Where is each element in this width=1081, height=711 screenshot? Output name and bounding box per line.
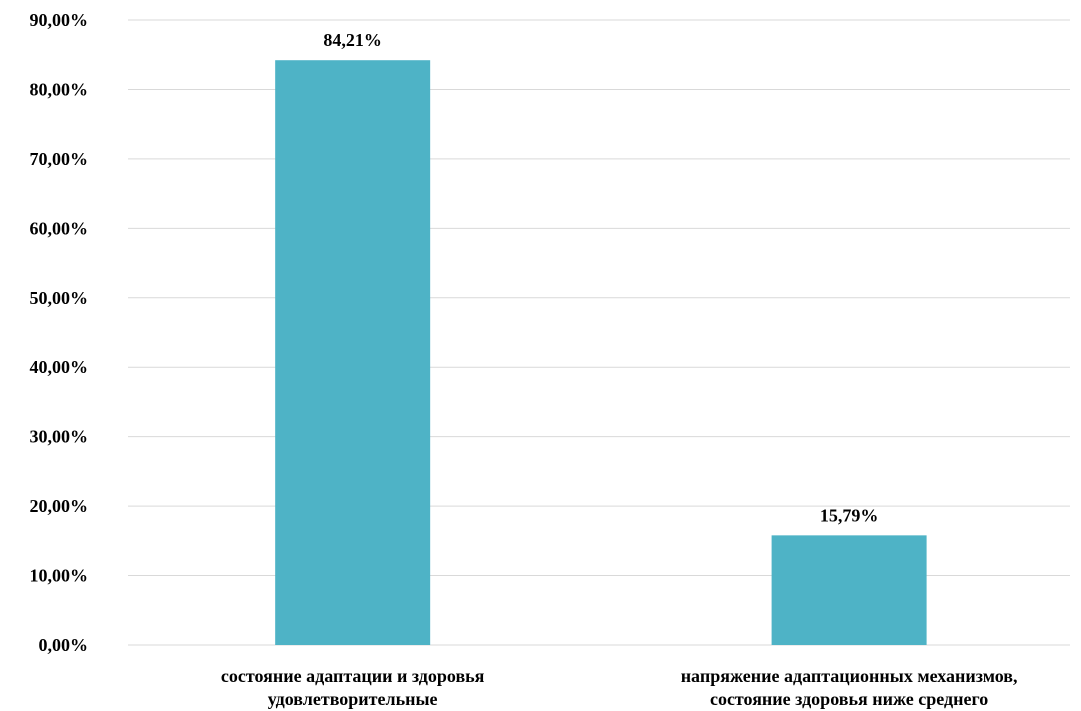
x-category-label: напряжение адаптационных механизмов, [681,666,1018,686]
y-tick-label: 70,00% [30,149,89,169]
y-tick-label: 80,00% [30,79,89,99]
gridlines [128,19,1070,646]
data-label: 84,21% [323,30,382,50]
y-tick-label: 90,00% [30,10,89,30]
y-tick-label: 10,00% [30,566,89,586]
y-tick-label: 60,00% [30,218,89,238]
data-labels: 84,21% 15,79% [323,30,878,525]
bar [275,60,431,646]
y-tick-label: 50,00% [30,288,89,308]
x-axis-category-labels: состояние адаптации и здоровья удовлетвор… [221,666,1018,709]
y-tick-label: 40,00% [30,357,89,377]
y-tick-label: 20,00% [30,496,89,516]
x-category-label: состояние адаптации и здоровья [221,666,485,686]
x-category-label: состояние здоровья ниже среднего [710,689,988,709]
bars [275,60,927,646]
bar [771,535,927,645]
x-category-label: удовлетворительные [268,689,438,709]
y-axis-tick-labels: 0,00% 10,00% 20,00% 30,00% 40,00% 50,00% 60,00… [30,10,89,655]
y-tick-label: 30,00% [30,427,89,447]
y-tick-label: 0,00% [39,635,89,655]
data-label: 15,79% [820,505,879,525]
